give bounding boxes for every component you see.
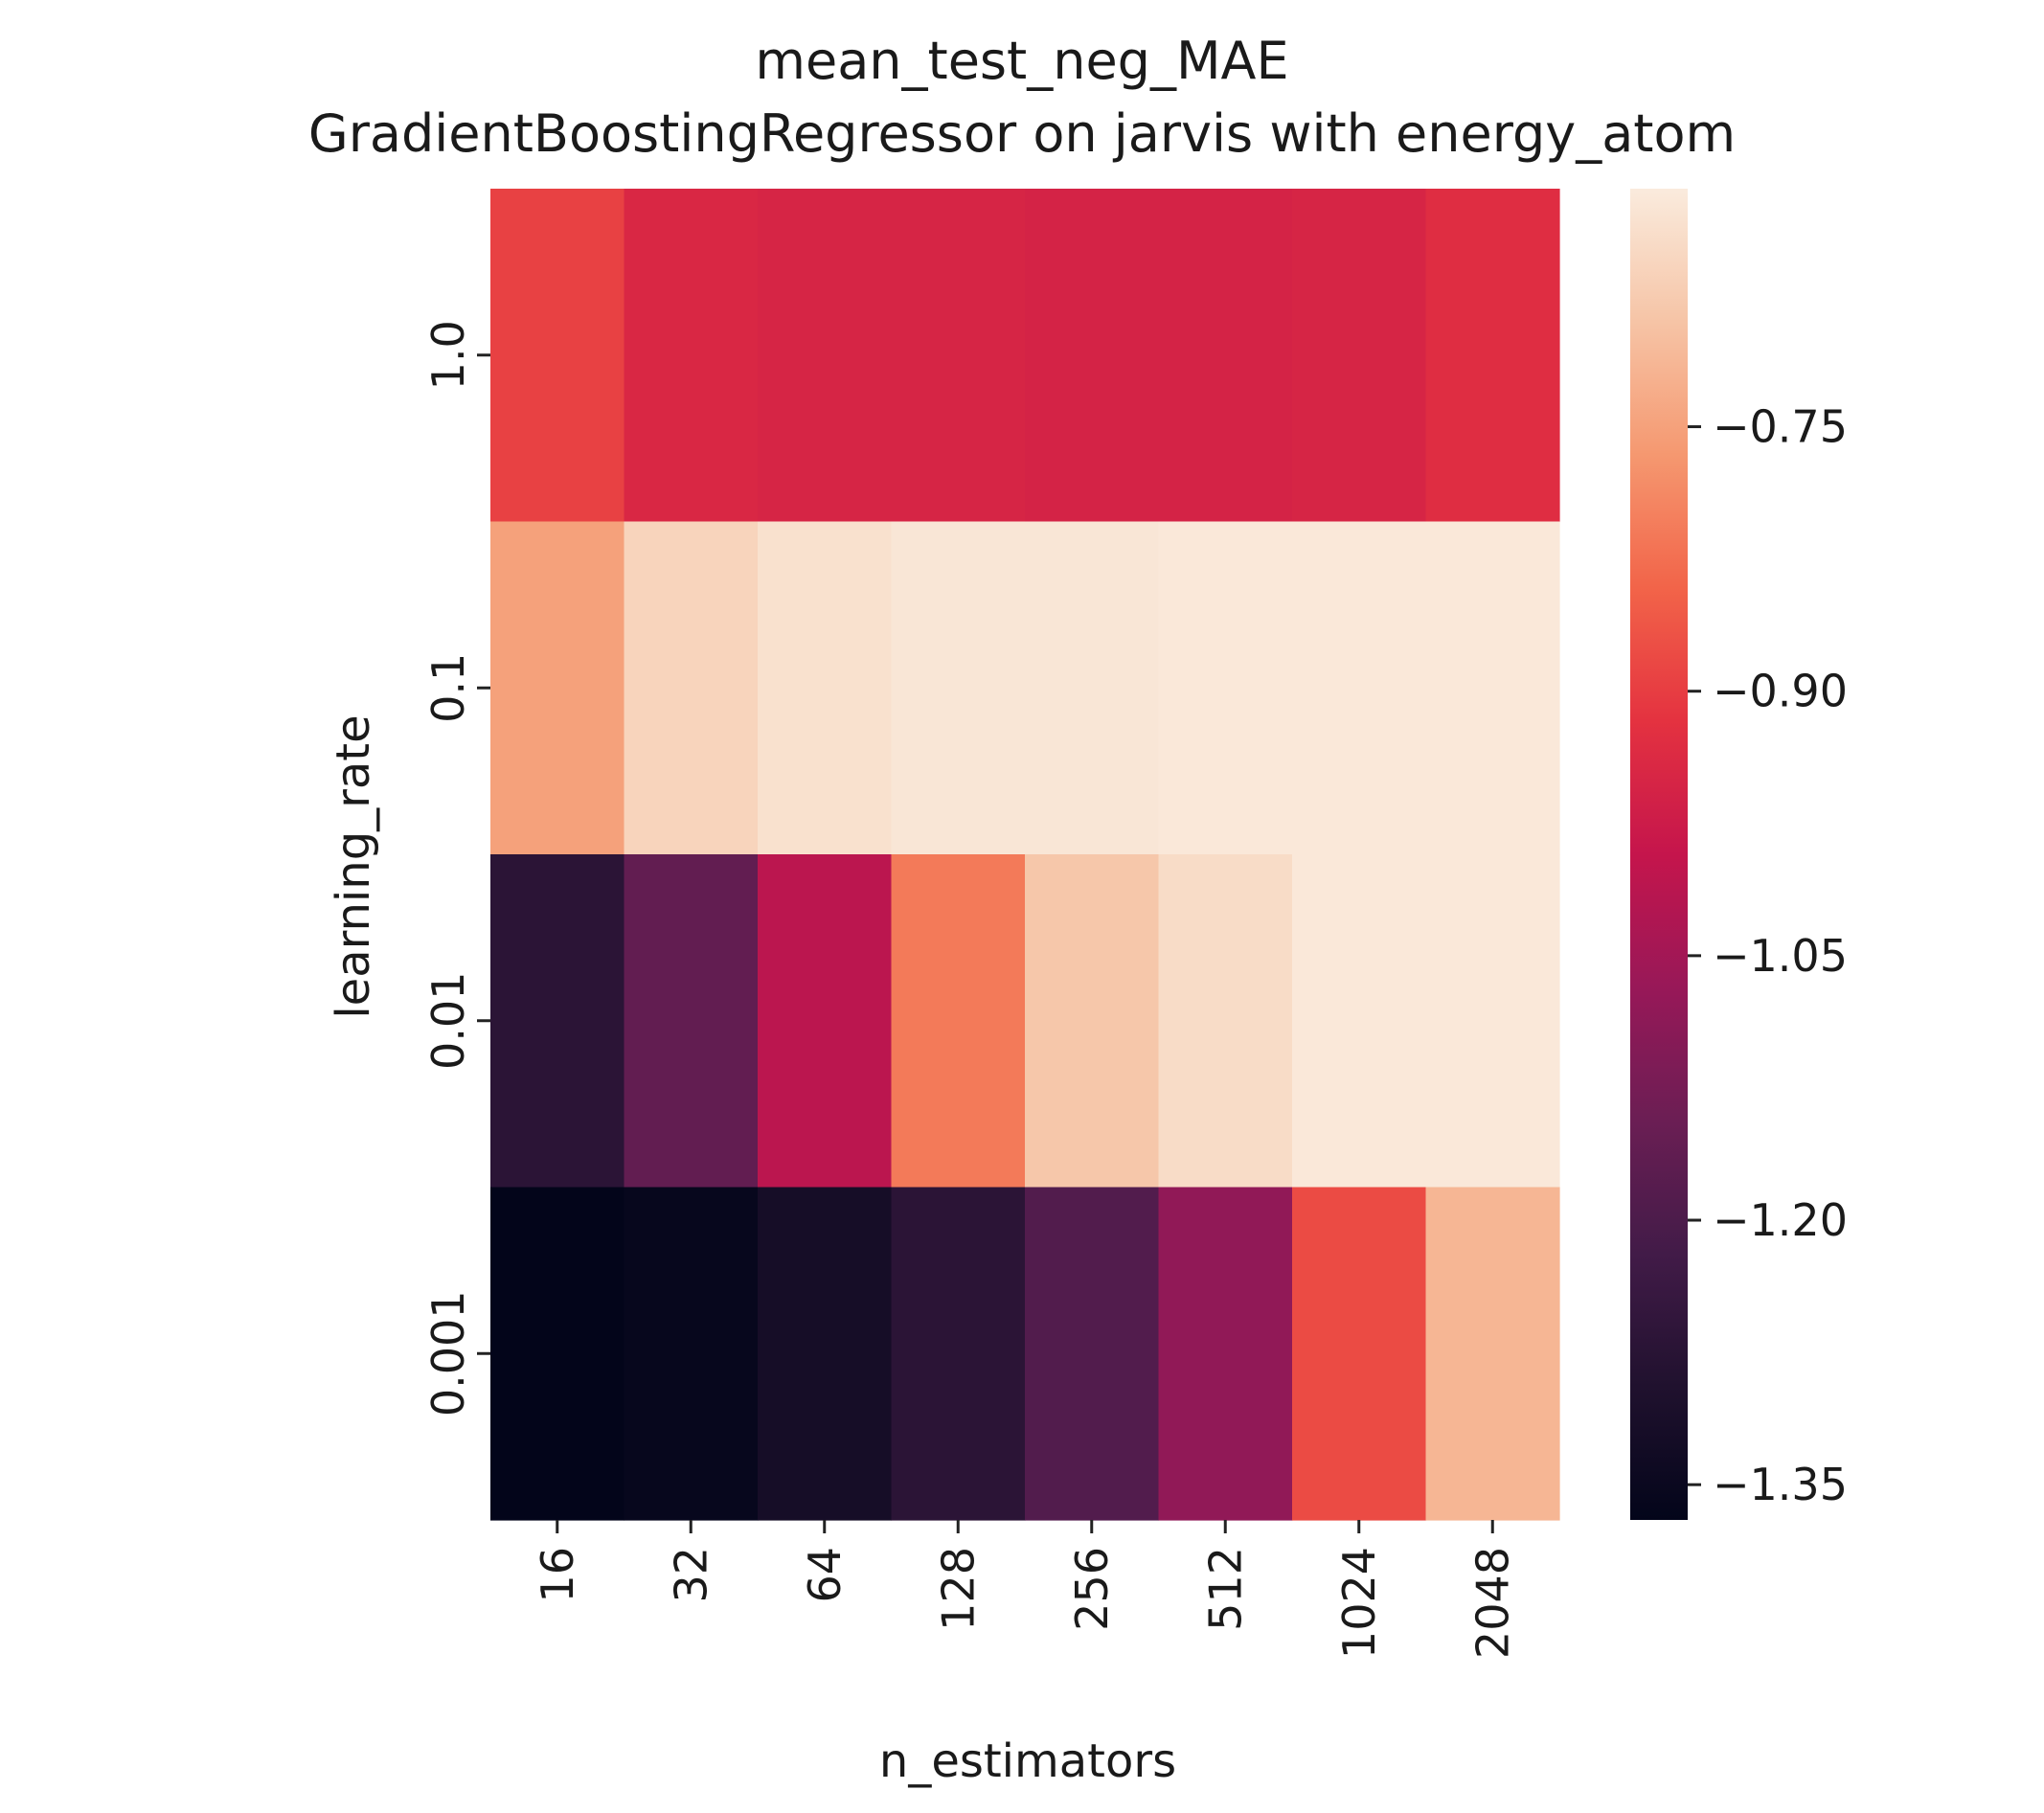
heatmap-cell [891,1187,1026,1521]
x-axis-label: n_estimators [879,1734,1176,1788]
x-tick-label: 512 [1199,1547,1251,1631]
heatmap-cell [1292,189,1427,523]
x-tick-label: 16 [532,1547,583,1603]
heatmap-cell [891,189,1026,523]
heatmap-cell [490,521,625,855]
heatmap-cell [1292,854,1427,1189]
heatmap-cell [1292,1187,1427,1521]
heatmap-cell [1425,854,1560,1189]
x-tick-label: 128 [932,1547,984,1631]
heatmap-cell [758,1187,893,1521]
colorbar-ticks: −0.75 −0.90 −1.05 −1.20 −1.35 [1688,401,1848,1510]
heatmap-cell [758,521,893,855]
colorbar-tick-label: −1.20 [1713,1194,1848,1246]
heatmap-cell [490,1187,625,1521]
heatmap-cells [490,189,1560,1521]
heatmap-cell [758,189,893,523]
heatmap-cell [624,1187,759,1521]
heatmap-cell [1025,1187,1160,1521]
colorbar-tick-label: −0.90 [1713,666,1848,717]
heatmap-cell [490,189,625,523]
heatmap-cell [1425,1187,1560,1521]
heatmap-cell [1158,854,1293,1189]
y-tick-label: 1.0 [422,320,474,390]
heatmap-cell [1158,1187,1293,1521]
heatmap-cell [891,521,1026,855]
heatmap-cell [490,854,625,1189]
y-tick-label: 0.001 [422,1290,474,1416]
chart-title: mean_test_neg_MAE [755,31,1288,91]
heatmap-cell [758,854,893,1189]
y-tick-label: 0.01 [422,972,474,1070]
y-axis-label: learning_rate [327,714,380,1018]
heatmap-cell [1425,521,1560,855]
heatmap-cell [1158,521,1293,855]
heatmap-cell [891,854,1026,1189]
x-tick-label: 1024 [1333,1547,1385,1659]
heatmap-cell [624,854,759,1189]
heatmap-cell [1025,189,1160,523]
chart-subtitle: GradientBoostingRegressor on jarvis with… [308,103,1736,164]
x-axis-ticks: 16 32 64 128 256 512 1024 2048 [532,1520,1518,1659]
heatmap-cell [1025,854,1160,1189]
heatmap-cell [624,189,759,523]
x-tick-label: 256 [1066,1547,1118,1631]
colorbar [1630,189,1688,1520]
x-tick-label: 64 [799,1547,851,1603]
heatmap-cell [1425,189,1560,523]
heatmap-cell [624,521,759,855]
y-axis-ticks: 1.0 0.1 0.01 0.001 [422,320,490,1416]
x-tick-label: 2048 [1466,1547,1518,1659]
colorbar-tick-label: −1.35 [1713,1459,1848,1510]
colorbar-tick-label: −0.75 [1713,401,1848,453]
heatmap-cell [1158,189,1293,523]
heatmap-cell [1292,521,1427,855]
x-tick-label: 32 [665,1547,716,1603]
colorbar-tick-label: −1.05 [1713,930,1848,982]
y-tick-label: 0.1 [422,653,474,723]
heatmap-cell [1025,521,1160,855]
